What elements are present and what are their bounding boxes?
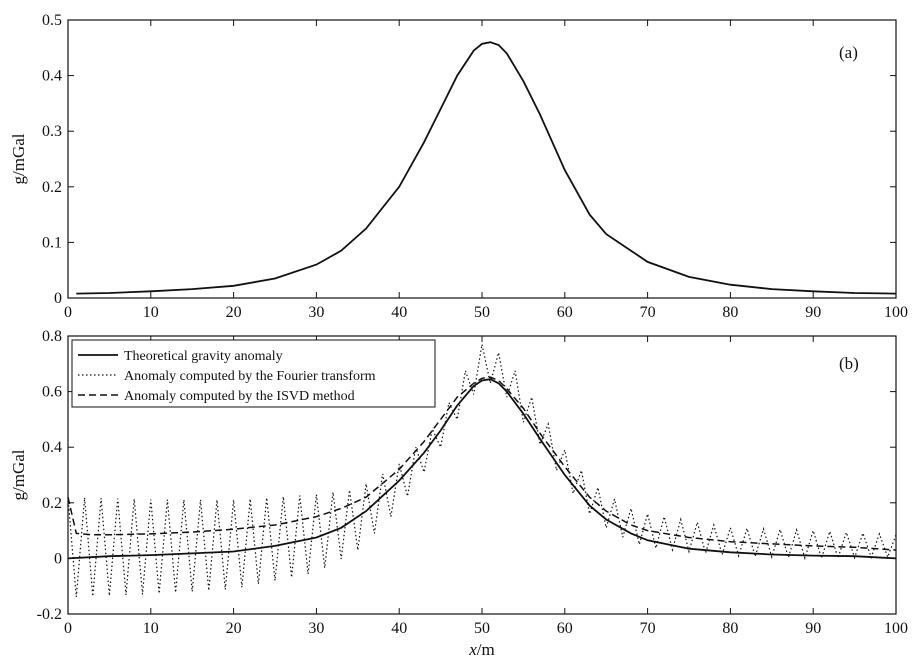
legend: Theoretical gravity anomaly Anomaly comp… [71,339,436,408]
legend-label-theoretical: Theoretical gravity anomaly [124,349,283,364]
x-tick-label: 40 [391,620,407,637]
x-tick-label: 10 [143,620,159,637]
y-tick-label: -0.2 [37,606,62,623]
y-tick-label: 0.2 [42,495,62,512]
series-line-solid [67,378,897,560]
x-tick-label: 100 [884,304,908,321]
panel-a-ylabel: g/mGal [9,133,28,184]
panel-b-xlabel-var: x [468,640,477,659]
panel-a-plot [76,41,897,295]
x-tick-label: 20 [226,620,242,637]
x-tick-label: 30 [308,620,324,637]
panel-b-ticks: 0 10 20 30 40 50 60 70 80 90 100-0.200.20.40.60.8 [37,328,908,637]
legend-label-fourier: Anomaly computed by the Fourier transfor… [124,369,376,384]
panel-b-xlabel: x/m [468,640,495,659]
panel-b: 0 10 20 30 40 50 60 70 80 90 100-0.200.20.40.60.8 … [9,328,908,659]
panel-b-xlabel-unit: /m [477,640,495,659]
x-tick-label: 0 [64,620,72,637]
y-tick-label: 0.4 [42,439,62,456]
series-line-solid [76,41,897,295]
x-tick-label: 70 [640,304,656,321]
series-line-dashed [67,376,897,551]
x-tick-label: 60 [557,304,573,321]
panel-a-label: (a) [839,43,858,62]
x-tick-label: 10 [143,304,159,321]
x-tick-label: 40 [391,304,407,321]
x-tick-label: 80 [722,620,738,637]
x-tick-label: 0 [64,304,72,321]
y-tick-label: 0.1 [42,234,62,251]
series-line-dotted [67,344,897,598]
panel-b-ylabel: g/mGal [9,449,28,500]
x-tick-label: 90 [805,620,821,637]
y-tick-label: 0.5 [42,12,62,29]
legend-label-isvd: Anomaly computed by the ISVD method [124,389,355,404]
y-tick-label: 0 [54,290,62,307]
y-tick-label: 0.2 [42,179,62,196]
y-tick-label: 0.3 [42,123,62,140]
y-tick-label: 0 [54,550,62,567]
x-tick-label: 20 [226,304,242,321]
panel-b-plot [67,344,897,598]
x-tick-label: 70 [640,620,656,637]
panel-a-frame [67,19,897,299]
x-tick-label: 30 [308,304,324,321]
y-tick-label: 0.8 [42,328,62,345]
legend-box [71,339,436,408]
x-tick-label: 90 [805,304,821,321]
y-tick-label: 0.6 [42,384,62,401]
panel-a: 0 10 20 30 40 50 60 70 80 90 100 0 0.1 0.2 0.3 0.4 0.5 (… [9,12,908,321]
y-tick-label: 0.4 [42,68,62,85]
x-tick-label: 80 [722,304,738,321]
x-tick-label: 60 [557,620,573,637]
panel-b-label: (b) [839,354,859,373]
x-tick-label: 50 [474,304,490,321]
x-tick-label: 100 [884,620,908,637]
panel-a-ticks: 0 10 20 30 40 50 60 70 80 90 100 0 0.1 0.2 0.3 0.4 0.5 [42,12,908,321]
x-tick-label: 50 [474,620,490,637]
